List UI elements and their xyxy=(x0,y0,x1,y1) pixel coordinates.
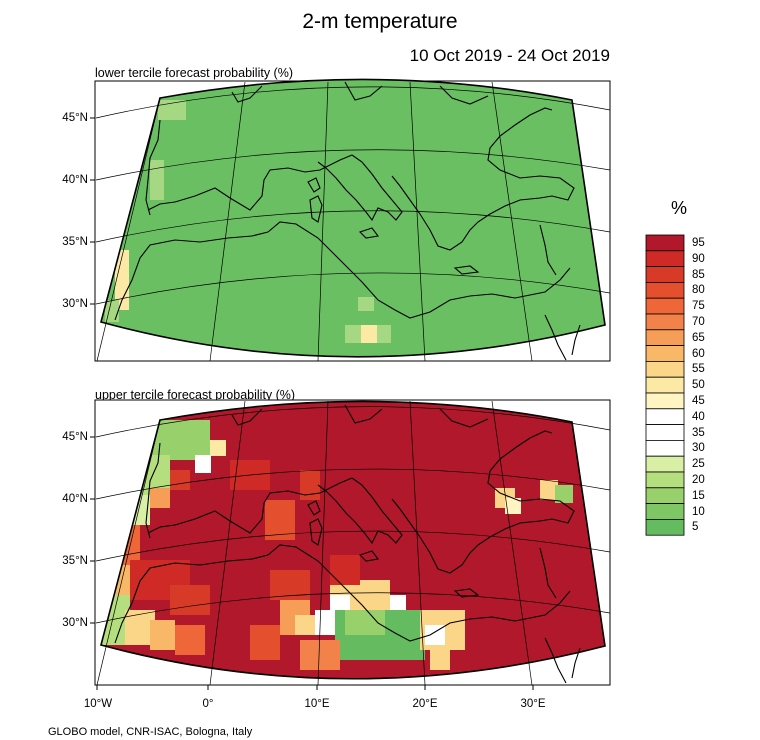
upper-ytick-35n: 35°N xyxy=(62,555,88,567)
axis-ticks xyxy=(90,117,534,690)
legend-label: 75 xyxy=(692,300,705,313)
upper-coastlines xyxy=(114,404,581,684)
legend-label: 60 xyxy=(692,347,705,360)
legend-label: 25 xyxy=(692,458,705,471)
model-credit: GLOBO model, CNR-ISAC, Bologna, Italy xyxy=(48,726,253,738)
legend-swatch xyxy=(645,297,685,315)
lower-panel-title: lower tercile forecast probability (%) xyxy=(95,66,293,80)
lower-ytick-40n: 40°N xyxy=(62,174,88,186)
legend-swatch xyxy=(645,408,685,425)
legend-swatch xyxy=(645,345,685,362)
lower-probability-field xyxy=(101,79,605,357)
legend-swatch xyxy=(645,360,685,378)
legend-swatch xyxy=(645,234,685,252)
legend-swatch xyxy=(645,471,685,489)
legend-label: 50 xyxy=(692,379,705,392)
upper-graticule xyxy=(95,400,611,686)
forecast-period: 10 Oct 2019 - 24 Oct 2019 xyxy=(409,46,610,65)
legend-label: 85 xyxy=(692,268,705,281)
legend-swatch xyxy=(645,266,685,283)
legend-swatch xyxy=(645,424,685,441)
legend-swatch xyxy=(645,503,685,520)
lower-coastlines xyxy=(114,81,581,361)
legend-swatch xyxy=(645,487,685,504)
legend-label: 35 xyxy=(692,426,705,439)
lower-ytick-45n: 45°N xyxy=(62,112,88,124)
legend-colorbar xyxy=(645,234,685,536)
legend-label: 5 xyxy=(692,521,699,534)
lower-map-boundary xyxy=(100,78,606,358)
legend-swatch xyxy=(645,329,685,346)
xtick-30e: 30°E xyxy=(520,698,546,710)
legend-swatch xyxy=(645,250,685,268)
legend-unit: % xyxy=(670,198,687,218)
legend-label: 95 xyxy=(692,237,705,249)
upper-map-boundary xyxy=(100,400,606,680)
upper-ytick-40n: 40°N xyxy=(62,493,88,505)
legend-swatch xyxy=(645,281,685,299)
legend-label: 40 xyxy=(692,410,705,423)
lower-graticule xyxy=(95,81,611,362)
legend-label: 45 xyxy=(692,395,705,407)
legend-label: 70 xyxy=(692,316,705,328)
upper-ytick-45n: 45°N xyxy=(62,431,88,443)
legend-label: 55 xyxy=(692,363,705,376)
legend-swatch xyxy=(645,455,685,473)
legend-label: 15 xyxy=(692,489,705,502)
legend-label: 90 xyxy=(692,252,705,265)
upper-ytick-30n: 30°N xyxy=(62,617,88,629)
xtick-10w: 10°W xyxy=(83,698,113,710)
legend-swatch xyxy=(645,392,685,410)
chart-title: 2-m temperature xyxy=(302,10,458,33)
legend-label: 65 xyxy=(692,331,705,344)
legend-swatch xyxy=(645,439,685,457)
legend-label: 20 xyxy=(692,474,705,486)
legend-label: 80 xyxy=(692,284,705,297)
upper-panel-title: upper tercile forecast probability (%) xyxy=(95,388,296,402)
legend-swatch xyxy=(645,376,685,394)
lower-ytick-35n: 35°N xyxy=(62,236,88,248)
legend-label: 10 xyxy=(692,505,705,518)
legend-label: 30 xyxy=(692,442,705,455)
legend-swatch xyxy=(645,313,685,331)
legend-swatch xyxy=(645,519,685,536)
lower-ytick-30n: 30°N xyxy=(62,298,88,310)
xtick-0: 0° xyxy=(202,698,214,710)
xtick-10e: 10°E xyxy=(304,698,330,710)
xtick-20e: 20°E xyxy=(412,698,438,710)
